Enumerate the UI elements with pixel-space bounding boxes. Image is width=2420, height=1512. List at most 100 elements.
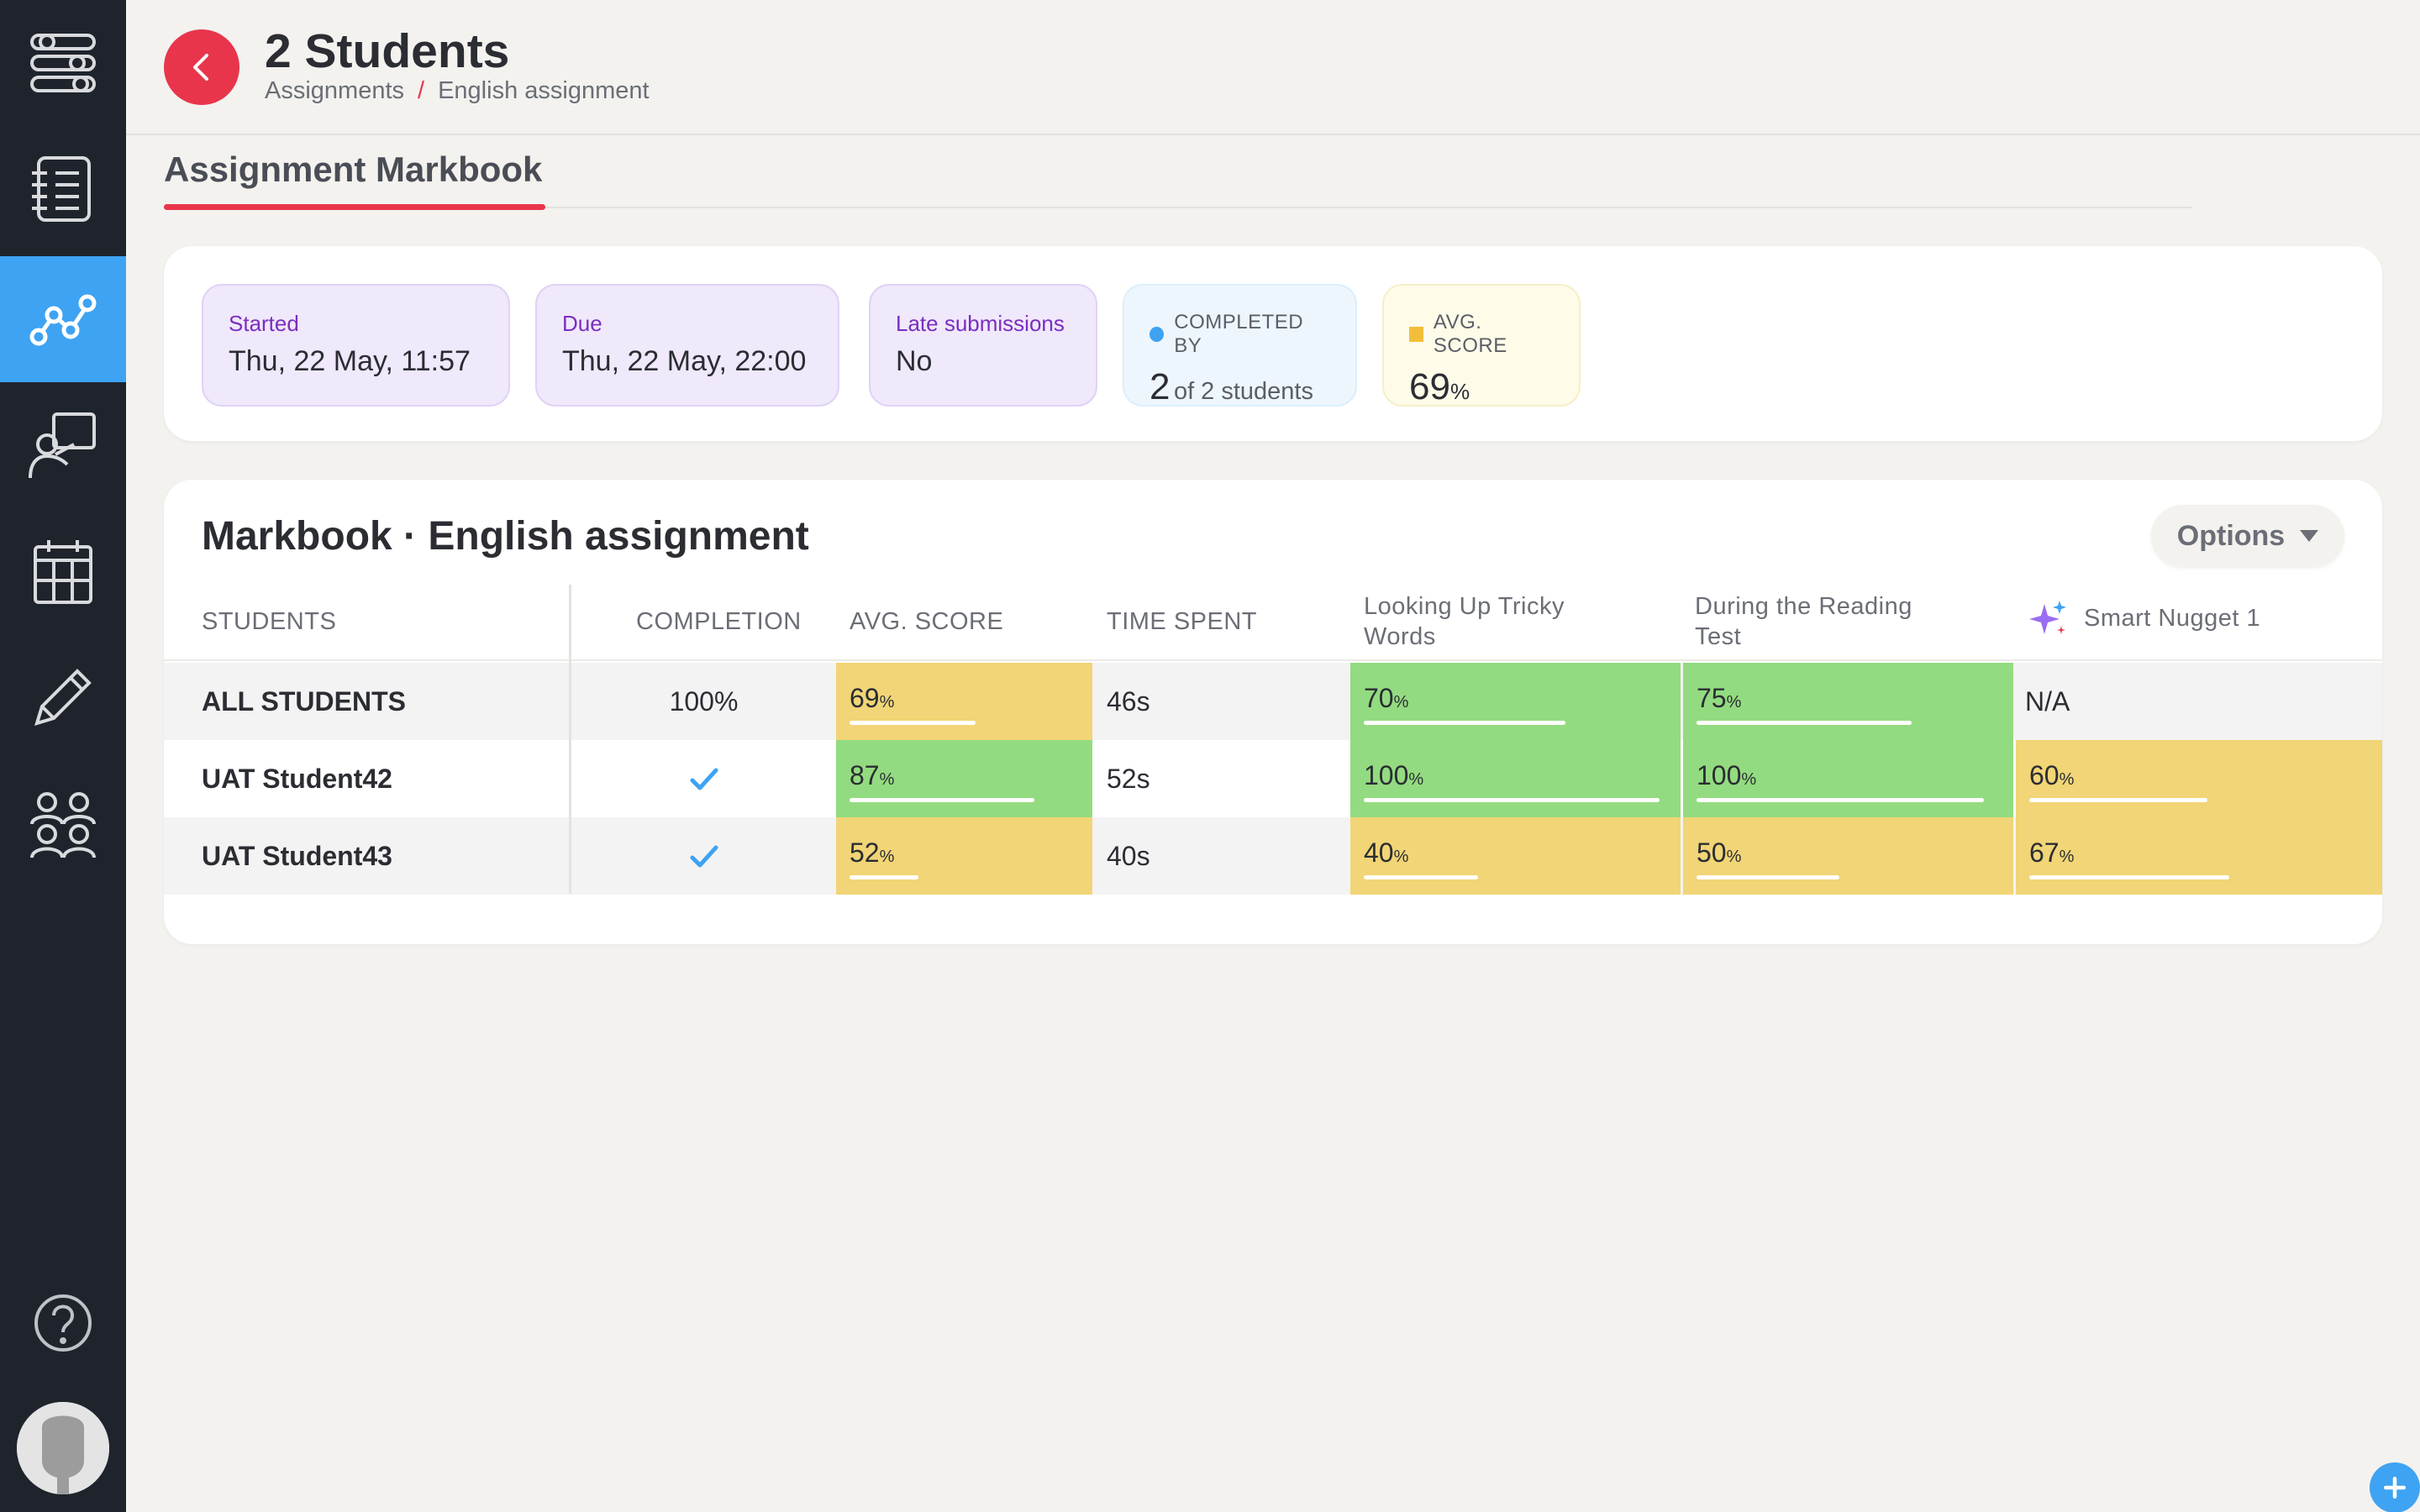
table-row[interactable]: UAT Student42 87% 52s 100% 100% 60% [164, 740, 2382, 817]
avg-square-icon [1409, 327, 1423, 342]
score-bar [2029, 798, 2207, 802]
completion-check-icon [571, 740, 836, 817]
stat-late-value: No [896, 345, 933, 377]
pencil-icon [34, 669, 92, 726]
score-cell-smart-nugget[interactable]: 60% [2016, 740, 2382, 817]
caret-down-icon [2300, 530, 2319, 542]
score-bar [2029, 875, 2229, 879]
column-header-time-spent[interactable]: TIME SPENT [1107, 608, 1258, 635]
breadcrumb-current: English assignment [438, 77, 650, 104]
stat-completed-by: COMPLETED BY 2 of 2 students [1123, 284, 1357, 407]
add-button[interactable] [2370, 1462, 2420, 1512]
score-cell-reading-test[interactable]: 75% [1683, 663, 2013, 740]
student-name[interactable]: UAT Student42 [202, 763, 392, 794]
table-row[interactable]: ALL STUDENTS 100% 69% 46s 70% 75% N/A [164, 663, 2382, 740]
stat-started-label: Started [229, 311, 299, 336]
completion-value: 100% [669, 685, 739, 717]
sidebar-item-students[interactable] [0, 760, 126, 886]
tab-active-indicator [164, 204, 545, 210]
avg-score-cell[interactable]: 87% [836, 740, 1092, 817]
sidebar-item-analytics[interactable] [0, 256, 126, 382]
stat-completed-suffix: of 2 students [1173, 378, 1313, 405]
sidebar-item-assignments[interactable] [0, 126, 126, 252]
avg-score-cell[interactable]: 52% [836, 817, 1092, 895]
completed-dot-icon [1150, 327, 1165, 342]
sidebar-item-settings[interactable] [0, 0, 126, 126]
breadcrumb-separator: / [418, 77, 425, 104]
stat-completed-count: 2 [1150, 366, 1171, 407]
score-bar [1364, 875, 1478, 879]
stat-completed-label: COMPLETED BY [1174, 311, 1304, 357]
score-cell-smart-nugget: N/A [2025, 685, 2070, 717]
column-divider [569, 585, 571, 894]
score-bar [850, 875, 918, 879]
page-title: 2 Students [265, 24, 510, 78]
header-divider [164, 659, 2382, 661]
stat-late-label: Late submissions [896, 311, 1065, 336]
stat-started-value: Thu, 22 May, 11:57 [229, 345, 471, 377]
avatar[interactable] [17, 1402, 109, 1494]
teacher-board-icon [29, 412, 96, 479]
column-header-smart-nugget[interactable]: Smart Nugget 1 [2084, 605, 2261, 632]
time-spent: 46s [1107, 685, 1150, 717]
student-name: ALL STUDENTS [202, 685, 406, 717]
breadcrumb-assignments[interactable]: Assignments [265, 77, 405, 104]
score-bar [1697, 798, 1984, 802]
score-bar [1697, 875, 1839, 879]
sidebar [0, 0, 126, 1512]
list-icon [32, 156, 91, 222]
user-silhouette-icon [17, 1402, 109, 1494]
page-header: 2 Students Assignments / English assignm… [126, 0, 2420, 135]
table-row[interactable]: UAT Student43 52% 40s 40% 50% 67% [164, 817, 2382, 895]
back-button[interactable] [164, 29, 239, 105]
analytics-icon [29, 294, 97, 346]
score-cell-reading-test[interactable]: 100% [1683, 740, 2013, 817]
time-spent: 40s [1107, 840, 1150, 871]
sliders-icon [30, 34, 96, 92]
column-header-completion[interactable]: COMPLETION [636, 608, 802, 635]
stat-due-value: Thu, 22 May, 22:00 [562, 345, 807, 377]
column-header-students[interactable]: STUDENTS [202, 608, 337, 635]
student-name[interactable]: UAT Student43 [202, 840, 392, 871]
plus-icon [2383, 1476, 2407, 1499]
tab-assignment-markbook[interactable]: Assignment Markbook [164, 150, 543, 189]
options-label: Options [2176, 519, 2286, 552]
score-cell-looking-up[interactable]: 100% [1350, 740, 1681, 817]
help-icon [34, 1294, 92, 1352]
calendar-icon [34, 540, 92, 604]
stat-avg-score: AVG. SCORE 69% [1382, 284, 1581, 407]
stat-avg-label: AVG. SCORE [1433, 311, 1507, 357]
markbook-title: Markbook · English assignment [202, 514, 809, 559]
column-header-avg-score[interactable]: AVG. SCORE [850, 608, 1004, 635]
stat-started: Started Thu, 22 May, 11:57 [202, 284, 510, 407]
score-cell-smart-nugget[interactable]: 67% [2016, 817, 2382, 895]
sidebar-item-calendar[interactable] [0, 508, 126, 634]
breadcrumb: Assignments / English assignment [265, 77, 650, 105]
sidebar-item-classroom[interactable] [0, 382, 126, 508]
score-bar [1697, 721, 1912, 725]
chevron-left-icon [193, 54, 208, 81]
sidebar-item-help[interactable] [0, 1260, 126, 1386]
score-cell-looking-up[interactable]: 40% [1350, 817, 1681, 895]
sparkle-icon [2028, 597, 2070, 643]
stat-late-submissions: Late submissions No [869, 284, 1097, 407]
stat-due: Due Thu, 22 May, 22:00 [535, 284, 839, 407]
time-spent: 52s [1107, 763, 1150, 794]
score-bar [1364, 721, 1565, 725]
completion-check-icon [571, 817, 836, 895]
avg-score-cell[interactable]: 69% [836, 663, 1092, 740]
column-header-looking-up-tricky-words[interactable]: Looking Up Tricky Words [1364, 593, 1565, 650]
score-bar [1364, 798, 1660, 802]
score-bar [850, 721, 976, 725]
score-cell-reading-test[interactable]: 50% [1683, 817, 2013, 895]
sidebar-item-create[interactable] [0, 634, 126, 760]
tab-divider [545, 207, 2192, 208]
group-icon [30, 792, 96, 858]
score-cell-looking-up[interactable]: 70% [1350, 663, 1681, 740]
options-dropdown[interactable]: Options [2151, 505, 2344, 567]
assignment-stats-card: Started Thu, 22 May, 11:57 Due Thu, 22 M… [164, 246, 2382, 441]
markbook-card: Markbook · English assignment Options ST… [164, 480, 2382, 944]
column-header-during-reading-test[interactable]: During the Reading Test [1695, 593, 1912, 650]
stat-avg-value: 69 [1409, 366, 1450, 407]
score-bar [850, 798, 1034, 802]
